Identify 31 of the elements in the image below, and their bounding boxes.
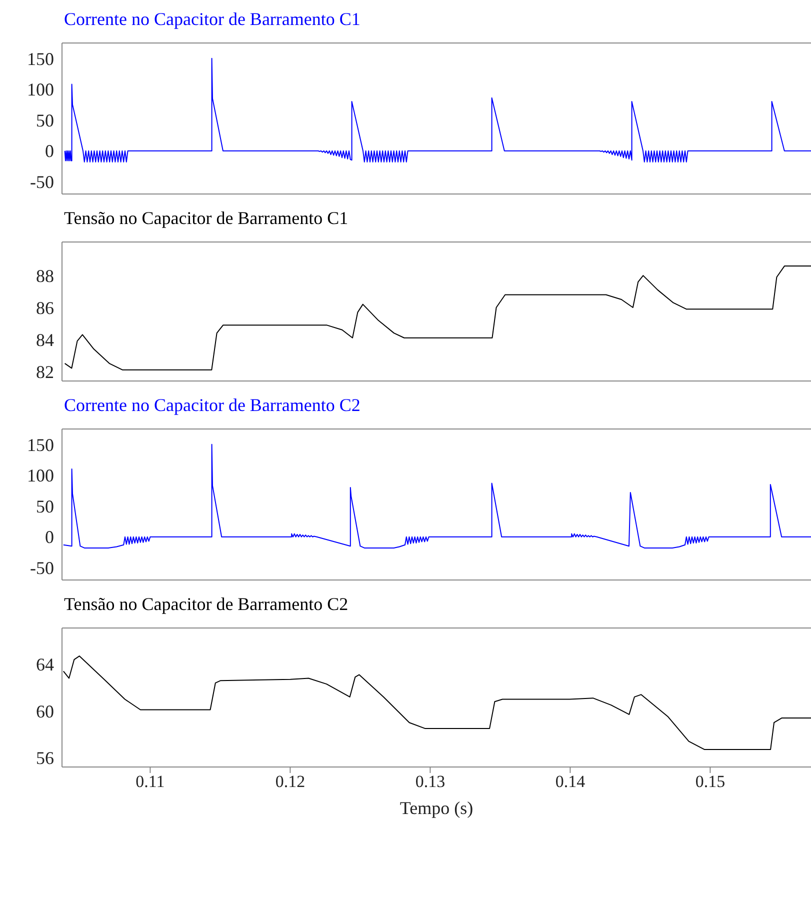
y-tick-label: 84 [36, 330, 54, 350]
y-tick-label: 150 [27, 48, 54, 69]
x-tick-label: 0.12 [275, 772, 306, 792]
y-tick-label: 82 [36, 362, 54, 382]
y-tick-label: 88 [36, 266, 54, 286]
y-tick-label: 50 [36, 110, 54, 130]
line-series [62, 656, 811, 750]
line-series [64, 265, 811, 370]
chart-title: Tensão no Capacitor de Barramento C1 [63, 207, 350, 230]
line-series [62, 444, 811, 548]
x-tick-label: 0.13 [415, 772, 446, 792]
y-tick-label: 0 [45, 141, 54, 162]
x-tick-label: 0.14 [555, 772, 586, 792]
y-tick-label: 0 [45, 527, 54, 548]
y-tick-label: 150 [27, 434, 54, 455]
chart-title: Corrente no Capacitor de Barramento C2 [63, 394, 362, 417]
y-tick-label: 56 [36, 748, 54, 768]
y-tick-label: 50 [36, 496, 54, 516]
y-tick-label: 100 [27, 80, 54, 100]
line-series [64, 58, 811, 162]
x-tick-label: 0.11 [136, 772, 165, 792]
y-tick-label: 64 [36, 654, 54, 675]
chart-title: Corrente no Capacitor de Barramento C1 [63, 8, 362, 31]
y-tick-label: 86 [36, 298, 54, 318]
y-tick-label: 100 [27, 466, 54, 486]
x-axis-title: Tempo (s) [400, 798, 474, 818]
chart-title: Tensão no Capacitor de Barramento C2 [63, 593, 350, 616]
y-tick-label: 60 [36, 701, 54, 722]
y-tick-label: -50 [30, 172, 54, 192]
x-tick-label: 0.15 [695, 772, 726, 792]
y-tick-label: -50 [30, 558, 54, 578]
